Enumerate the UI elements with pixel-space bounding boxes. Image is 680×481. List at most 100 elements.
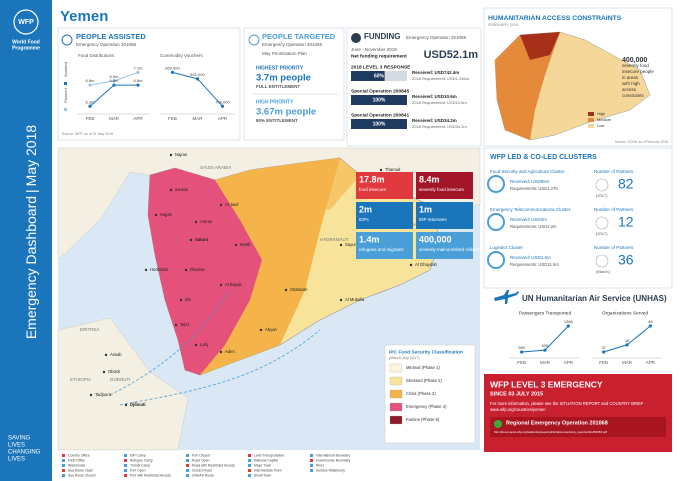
received: Received: USD10.6m [412,94,457,99]
legend-swatch [389,402,403,412]
emergency-link: www.wfp.org/countries/yemen [490,407,546,412]
legend-label: International Boundary [316,453,350,457]
net-label: Net funding requirement [351,53,407,59]
callout: access [622,87,637,92]
legend-symbol [62,469,65,472]
logo-text: WFP [18,19,34,26]
legend-symbol [62,474,65,477]
legend-symbol [186,454,189,457]
town-marker [184,268,188,272]
value-label: 636 [542,343,549,348]
data-point [625,343,629,347]
legend-label: Port with Restricted Access [130,473,171,477]
data-point [136,70,140,74]
value-label: 6.8m [134,78,144,83]
sidebar-text: May 2018 [23,125,39,187]
legend-swatch [64,108,67,111]
stat-value: 8.4m [419,174,440,184]
data-point [220,104,225,108]
town-marker [259,328,263,332]
legend-symbol [124,474,127,477]
legend-label: Road Open [192,458,209,462]
sidebar [0,0,52,481]
legend-label: National Capital [254,458,278,462]
data-point [543,348,547,352]
callout: in areas [622,75,639,80]
place-label: Dhamar [190,267,205,272]
stat-label: severely malnourished children [419,247,482,252]
partners-label: Number of Partners [594,245,634,250]
org-name: World Food [12,39,40,45]
place-label: Aden [225,349,235,354]
legend-symbol [186,459,189,462]
partners-icon [595,216,609,230]
legend-symbol [62,464,65,467]
legend-swatch [588,112,594,116]
callout: severely food [622,63,649,68]
legend-label: Major Town [254,463,271,467]
panel-icon [248,34,260,46]
legend-symbol [248,454,251,457]
x-tick-label: APR [646,360,656,365]
x-tick-label: FEB [86,116,95,121]
legend-symbol [62,459,65,462]
legend-label: Warehouse [68,463,85,467]
cluster-icon [487,175,505,193]
access-map [520,32,560,60]
legend-swatch [588,124,594,128]
legend-label: Planned [63,88,68,103]
plan: May Prioritisation Plan [262,51,307,56]
x-tick-label: MAR [622,360,633,365]
panel-title: FUNDING [364,32,400,41]
cluster-name: Emergency Telecommunications Cluster [490,207,571,212]
org-name: Programme [12,45,40,51]
value-label: 6.8m [86,78,96,83]
funding-name: Special Operation 200841 [351,112,409,118]
bar-label: 100% [373,121,386,127]
value-label: 7.1m [134,65,144,70]
ipc-title: IPC Food Security Classification [389,349,463,355]
priority: HIGH PRIORITY [256,99,294,105]
stat-value: 1.4m [359,234,380,244]
requirement: Requirements: USD31.5m [510,262,559,267]
requirement: Requirements: USD2.2m [510,224,557,229]
town-marker [174,323,178,327]
place-label: Amran [200,219,213,224]
place-label: Al Mukalla [345,297,365,302]
stat-label: severely food insecure [419,187,465,192]
legend-swatch [389,389,403,399]
town-marker [169,153,173,157]
town-marker [284,288,288,292]
emergency-title: WFP LEVEL 3 EMERGENCY [490,379,603,389]
data-point [170,70,175,74]
legend-label: UNHAS Route [192,473,214,477]
town-marker [189,238,193,242]
chart-title: Food Distributions [78,53,115,58]
data-point [195,77,200,81]
legend-swatch [389,363,403,373]
bar-label: 60% [374,73,385,79]
place-label: Hajjah [160,212,173,217]
legend-label: Crisis (Phase 3) [406,391,436,396]
data-point [648,324,652,328]
x-tick-label: MAR [540,360,551,365]
stat-value: 1m [419,204,432,214]
source: Source: WFP, as of 31 May 2018 [62,132,113,136]
partners-note: (March) [596,269,610,274]
stat-value: 17.8m [359,174,385,184]
x-tick-label: MAR [193,116,204,121]
received: Received: USD2m [510,217,547,222]
legend-symbol [124,459,127,462]
funding-name: 2018 LEVEL 3 RESPONSE [351,64,411,70]
town-marker [194,343,198,347]
place-label: Hodeidah [150,267,169,272]
legend-label: Country Office [68,453,90,457]
place-label: Obock [108,369,121,374]
legend-label: IDP Camp [130,453,146,457]
data-point [602,350,606,354]
legend-symbol [248,459,251,462]
tagline: LIVES [8,457,25,463]
place-label: ERITREA [80,327,100,332]
requirement: Requirements: USD1.27b [510,186,558,191]
place-label: Al Jawf [225,202,239,207]
